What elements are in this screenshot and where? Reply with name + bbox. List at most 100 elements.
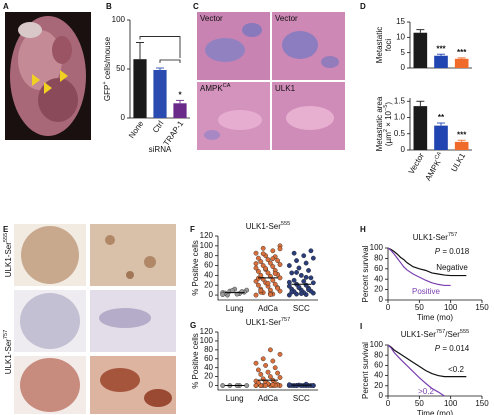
dot (265, 270, 271, 276)
dot (267, 347, 273, 353)
y-tick-label: 20 (374, 285, 383, 294)
dot (255, 255, 261, 261)
dot (286, 279, 292, 285)
dot (294, 258, 299, 264)
axis (217, 332, 318, 391)
y-tick-label: 60 (374, 361, 383, 370)
p-value: P = 0.014 (435, 344, 470, 353)
series-label: <0.2 (448, 365, 464, 374)
dot (270, 248, 276, 254)
x-tick-label: AMPKCA (423, 151, 447, 182)
dot (253, 250, 259, 256)
bracket (139, 36, 181, 59)
axis (217, 236, 318, 301)
series-label: >0.2 (418, 387, 434, 396)
y-tick-label: 5 (401, 48, 406, 57)
text-part: 2 (383, 129, 389, 132)
y-axis-label: Percent survival (361, 342, 370, 399)
y-tick-label: 20 (204, 280, 213, 289)
text-part: /Ser (445, 330, 460, 339)
chart-title: ULK1-Ser757/Ser555 (401, 329, 469, 339)
series-label: Positive (412, 287, 441, 296)
dot (263, 266, 268, 271)
y-tick-label: 50 (116, 64, 125, 73)
panel-letter: E (3, 225, 9, 234)
dot (260, 251, 266, 257)
text-part: P (435, 247, 441, 256)
panel-e-ihc (14, 224, 176, 414)
y-tick-label: 20 (374, 381, 383, 390)
dot (303, 282, 309, 288)
panel-a-photo (5, 12, 91, 140)
text-part: ULK1-Ser (4, 339, 13, 374)
y-tick-label: 0.5 (394, 129, 406, 138)
text-part: 757 (448, 232, 457, 238)
row-label: ULK1-Ser555 (3, 233, 13, 277)
dot (277, 351, 283, 357)
text-part: 757 (436, 329, 445, 335)
x-tick-label: 150 (475, 303, 489, 312)
dot (270, 264, 276, 269)
y-tick-label: 0 (379, 391, 384, 400)
survival-line (387, 344, 445, 397)
text-part: ULK1-Ser (401, 330, 436, 339)
image-label: AMPKCA (200, 83, 231, 93)
dot (263, 363, 268, 368)
dot (303, 274, 309, 280)
significance: *** (436, 44, 446, 53)
chart-title: ULK1-Ser555 (246, 221, 290, 231)
significance: *** (457, 48, 467, 57)
text-part: (µm (384, 132, 393, 146)
x-tick-label: Lung (226, 394, 244, 403)
x-tick-label: SCC (293, 394, 310, 403)
dot (294, 270, 299, 275)
bar (454, 58, 469, 68)
y-tick-label: 60 (204, 354, 213, 363)
dot (277, 262, 283, 267)
panel-letter: G (190, 321, 196, 330)
dot (296, 265, 302, 271)
x-axis-label: Time (mo) (417, 313, 453, 322)
dot (286, 382, 292, 388)
text-part: = 0.018 (440, 247, 470, 256)
x-axis-label: siRNA (149, 145, 172, 154)
dot (272, 271, 278, 276)
y-tick-label: 80 (204, 345, 213, 354)
y-tick-label: 100 (200, 336, 214, 345)
dot (265, 369, 271, 375)
dot (272, 365, 278, 371)
dot (270, 358, 276, 364)
dot (220, 383, 226, 388)
x-tick-label: AdCa (258, 304, 279, 313)
bar (454, 141, 469, 150)
text-part: AMPK (424, 158, 443, 183)
significance: * (178, 90, 182, 99)
y-tick-label: 1.0 (394, 113, 406, 122)
dot (303, 260, 309, 266)
bar (153, 69, 167, 118)
panel-letter: F (190, 225, 195, 234)
dot (255, 367, 261, 373)
dot (291, 250, 297, 256)
text-part: ) (384, 102, 393, 105)
y-tick-label: 80 (374, 254, 383, 263)
text-part: P (435, 344, 441, 353)
y-tick-label: 1.5 (394, 96, 406, 105)
y-tick-label: 40 (374, 274, 383, 283)
y-axis-label: % Positive cells (191, 333, 200, 389)
y-tick-label: 120 (200, 327, 214, 336)
y-tick-label: 100 (112, 15, 126, 24)
y-tick-label: 40 (204, 363, 213, 372)
dot (253, 261, 259, 266)
dot (296, 284, 302, 290)
x-tick-label: 50 (415, 399, 424, 408)
dot (310, 383, 316, 388)
row-label: ULK1-Ser757 (3, 330, 13, 374)
x-tick-label: Vector (407, 151, 426, 175)
panel-c-histology (197, 12, 345, 150)
x-tick-label: 0 (386, 303, 391, 312)
bar (434, 55, 448, 68)
y-tick-label: 100 (370, 340, 384, 349)
x-tick-label: AdCa (258, 394, 279, 403)
